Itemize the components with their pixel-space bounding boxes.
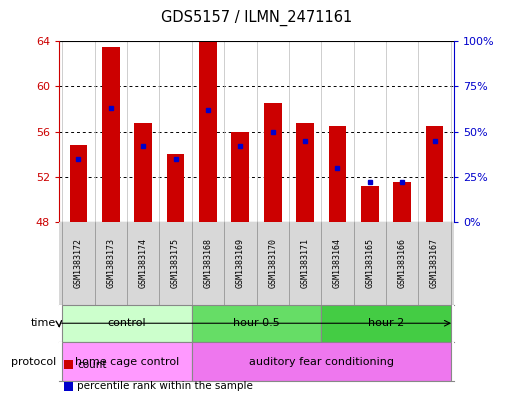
Text: hour 2: hour 2	[368, 318, 404, 328]
Bar	[199, 42, 217, 222]
Bar	[231, 132, 249, 222]
Text: GDS5157 / ILMN_2471161: GDS5157 / ILMN_2471161	[161, 10, 352, 26]
Bar	[361, 186, 379, 222]
Bar	[296, 123, 314, 222]
Text: GSM1383173: GSM1383173	[106, 238, 115, 288]
Bar	[167, 154, 185, 222]
Bar	[426, 126, 443, 222]
Text: protocol: protocol	[11, 356, 56, 367]
Text: percentile rank within the sample: percentile rank within the sample	[77, 382, 253, 391]
Text: auditory fear conditioning: auditory fear conditioning	[249, 356, 394, 367]
Text: GSM1383165: GSM1383165	[365, 238, 374, 288]
Text: GSM1383164: GSM1383164	[333, 238, 342, 288]
Bar	[134, 123, 152, 222]
Text: hour 0.5: hour 0.5	[233, 318, 280, 328]
Text: GSM1383171: GSM1383171	[301, 238, 309, 288]
Text: GSM1383172: GSM1383172	[74, 238, 83, 288]
Bar	[62, 305, 192, 342]
Text: GSM1383166: GSM1383166	[398, 238, 407, 288]
Bar	[102, 47, 120, 222]
Bar	[321, 305, 451, 342]
Text: home cage control: home cage control	[75, 356, 179, 367]
Bar	[62, 342, 192, 381]
Text: count: count	[77, 360, 107, 370]
Text: GSM1383175: GSM1383175	[171, 238, 180, 288]
Text: GSM1383169: GSM1383169	[236, 238, 245, 288]
Text: GSM1383168: GSM1383168	[204, 238, 212, 288]
Text: control: control	[108, 318, 146, 328]
Bar	[328, 126, 346, 222]
Bar	[264, 103, 282, 222]
Text: time: time	[31, 318, 56, 328]
Bar	[192, 305, 321, 342]
Bar	[70, 145, 87, 222]
Text: GSM1383167: GSM1383167	[430, 238, 439, 288]
Bar	[192, 342, 451, 381]
Text: GSM1383174: GSM1383174	[139, 238, 148, 288]
Text: GSM1383170: GSM1383170	[268, 238, 277, 288]
Bar	[393, 182, 411, 222]
